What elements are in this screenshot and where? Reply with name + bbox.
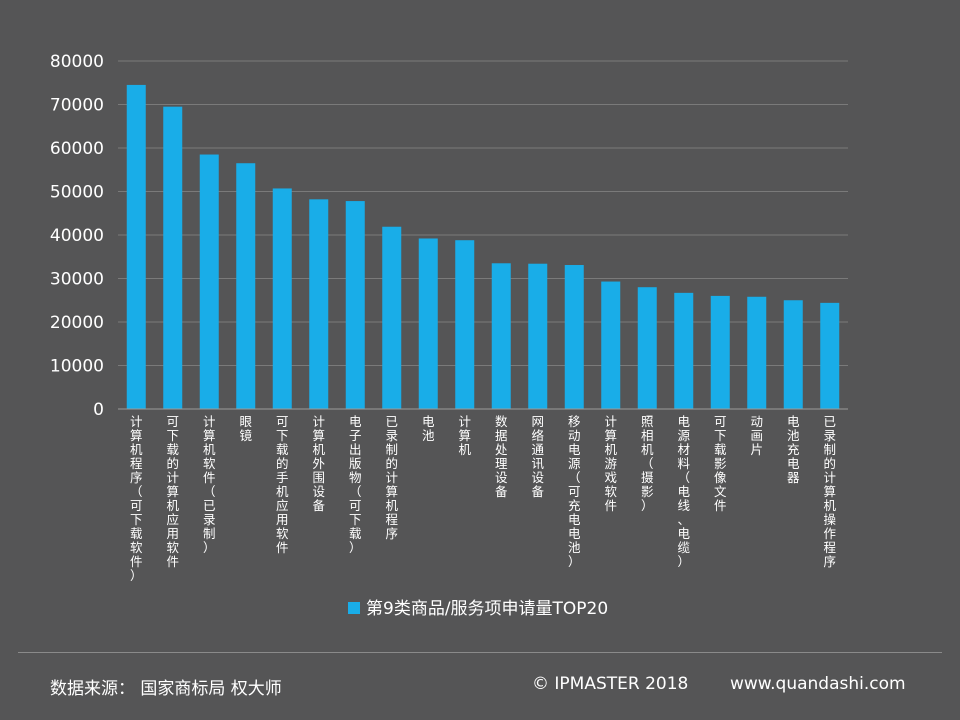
category-label: 网络通讯设备 bbox=[531, 414, 544, 499]
category-label: 已录制的计算机操作程序 bbox=[823, 414, 836, 569]
category-label: 可下载的计算机应用软件 bbox=[166, 414, 179, 569]
footer-source: 数据来源： 国家商标局 权大师 bbox=[50, 679, 282, 699]
bar bbox=[564, 265, 584, 409]
y-tick-label: 20000 bbox=[50, 313, 104, 333]
footer-website: www.quandashi.com bbox=[730, 674, 906, 694]
bar bbox=[783, 300, 803, 409]
y-tick-label: 30000 bbox=[50, 270, 104, 290]
bar bbox=[601, 281, 621, 409]
category-label: 计算机游戏软件 bbox=[604, 414, 617, 513]
category-label: 计算机软件（已录制） bbox=[203, 414, 216, 555]
footer-divider bbox=[18, 652, 942, 653]
category-label: 计算机外围设备 bbox=[312, 414, 325, 513]
bar bbox=[163, 106, 183, 410]
bar bbox=[710, 295, 730, 409]
category-label: 电池充电器 bbox=[787, 414, 800, 485]
y-tick-label: 70000 bbox=[50, 96, 104, 116]
bar bbox=[309, 199, 329, 409]
bar bbox=[236, 163, 256, 409]
y-axis-ticks: 0 10000 20000 30000 40000 50000 60000 70000 8000… bbox=[50, 52, 104, 420]
y-tick-label: 10000 bbox=[50, 357, 104, 377]
bar bbox=[126, 84, 146, 410]
bar bbox=[418, 238, 438, 409]
bars bbox=[126, 84, 840, 410]
bar bbox=[491, 263, 511, 409]
category-label: 电池 bbox=[422, 414, 435, 443]
bar bbox=[199, 154, 219, 409]
category-label: 电源材料（电线、电缆） bbox=[677, 414, 690, 569]
y-tick-label: 0 bbox=[93, 400, 104, 420]
category-label: 移动电源（可充电电池） bbox=[568, 414, 581, 569]
category-label: 数据处理设备 bbox=[495, 414, 508, 499]
category-label: 已录制的计算机程序 bbox=[385, 414, 398, 541]
category-label: 计算机程序（可下载软件） bbox=[130, 414, 143, 583]
bar bbox=[637, 287, 657, 409]
category-label: 动画片 bbox=[750, 414, 763, 457]
y-tick-label: 60000 bbox=[50, 139, 104, 159]
bar bbox=[382, 226, 402, 409]
bar bbox=[528, 263, 548, 409]
y-tick-label: 40000 bbox=[50, 226, 104, 246]
bar bbox=[345, 201, 365, 409]
bar bbox=[272, 188, 292, 409]
bar bbox=[820, 302, 840, 409]
y-tick-label: 80000 bbox=[50, 52, 104, 72]
category-label: 电子出版物（可下载） bbox=[349, 414, 362, 555]
category-labels: 计算机程序（可下载软件） 可下载的计算机应用软件 计算机软件（已录制） 眼镜 可下载的手… bbox=[130, 414, 837, 583]
bar bbox=[455, 240, 475, 409]
y-tick-label: 50000 bbox=[50, 183, 104, 203]
category-label: 可下载的手机应用软件 bbox=[276, 414, 289, 555]
footer-copyright: © IPMASTER 2018 bbox=[532, 674, 689, 694]
gridlines bbox=[118, 60, 848, 366]
bar bbox=[747, 296, 767, 409]
category-label: 计算机 bbox=[458, 414, 471, 457]
bar-chart: 0 10000 20000 30000 40000 50000 60000 70000 8000… bbox=[50, 52, 848, 619]
category-label: 照相机（摄影） bbox=[641, 414, 654, 513]
bar bbox=[674, 292, 694, 409]
legend-label: 第9类商品/服务项申请量TOP20 bbox=[366, 599, 608, 619]
category-label: 可下载影像文件 bbox=[714, 414, 727, 513]
category-label: 眼镜 bbox=[239, 414, 252, 443]
legend-swatch bbox=[348, 602, 360, 614]
legend: 第9类商品/服务项申请量TOP20 bbox=[348, 599, 608, 619]
